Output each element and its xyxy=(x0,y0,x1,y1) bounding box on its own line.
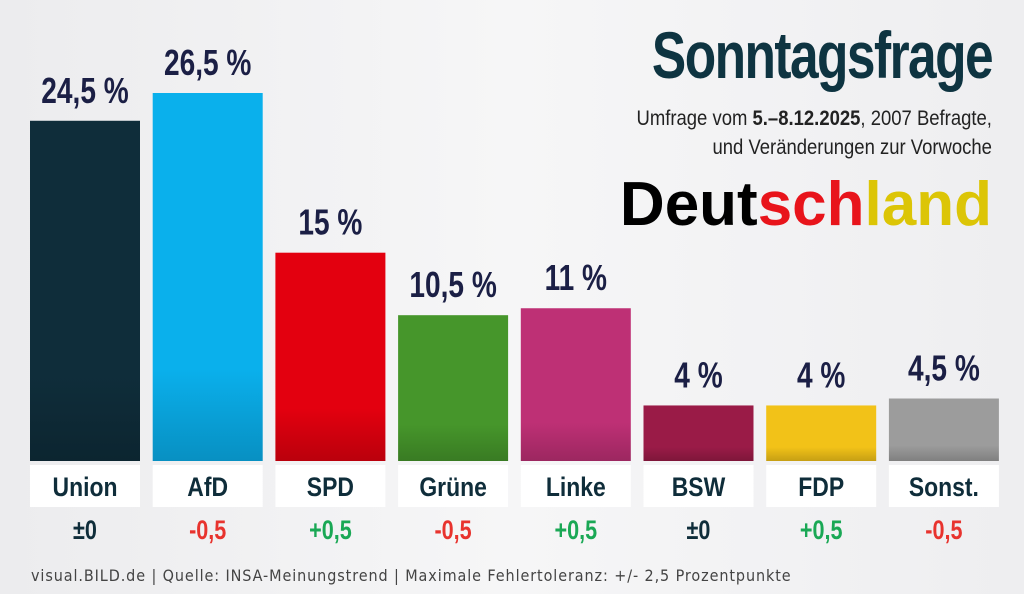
value-label: 4 % xyxy=(797,355,845,395)
category-box xyxy=(152,465,263,507)
change-label: -0,5 xyxy=(189,516,226,546)
source-footer: visual.BILD.de | Quelle: INSA-Meinungstr… xyxy=(31,566,792,585)
value-label: 11 % xyxy=(545,258,607,298)
bar-spd xyxy=(275,252,386,461)
bar-sonst xyxy=(888,398,999,461)
change-label: -0,5 xyxy=(925,516,962,546)
change-label: +0,5 xyxy=(309,516,352,546)
country-part-2: sch xyxy=(757,170,865,239)
chart-title: Sonntagsfrage xyxy=(651,18,994,92)
value-label: 24,5 % xyxy=(41,70,128,110)
category-box xyxy=(398,465,509,507)
bar-linke xyxy=(520,308,631,461)
chart-subtitle: Umfrage vom 5.–8.12.2025, 2007 Befragte,… xyxy=(637,104,992,162)
change-label: ±0 xyxy=(73,516,97,546)
bar-grüne xyxy=(398,315,509,461)
subtitle-line2: und Veränderungen zur Vorwoche xyxy=(712,136,992,159)
change-label: ±0 xyxy=(687,516,711,546)
bar-afd xyxy=(152,93,263,461)
country-part-1: Deut xyxy=(619,170,758,239)
bar-fdp xyxy=(766,405,877,461)
subtitle-dates: 5.–8.12.2025 xyxy=(752,107,861,130)
category-box xyxy=(888,465,999,507)
category-label: Sonst. xyxy=(909,472,979,502)
country-title: Deutschland xyxy=(620,174,992,236)
category-label: BSW xyxy=(672,472,726,502)
value-label: 4,5 % xyxy=(908,348,980,388)
category-box xyxy=(766,465,877,507)
category-label: Union xyxy=(53,472,118,502)
category-box xyxy=(520,465,631,507)
category-box xyxy=(30,465,140,507)
value-label: 15 % xyxy=(298,202,362,242)
change-label: +0,5 xyxy=(554,516,597,546)
category-label: SPD xyxy=(307,472,354,502)
change-label: +0,5 xyxy=(800,516,843,546)
country-part-3: land xyxy=(864,170,992,239)
subtitle-prefix: Umfrage vom xyxy=(636,107,753,130)
value-label: 10,5 % xyxy=(409,265,496,305)
value-label: 26,5 % xyxy=(164,43,251,83)
category-label: AfD xyxy=(187,472,228,502)
category-box xyxy=(643,465,754,507)
category-label: Linke xyxy=(546,472,606,502)
bar-union xyxy=(30,120,140,461)
value-label: 4 % xyxy=(674,355,722,395)
category-label: Grüne xyxy=(419,472,487,502)
subtitle-suffix: , 2007 Befragte, xyxy=(860,107,992,130)
bar-bsw xyxy=(643,405,754,461)
change-label: -0,5 xyxy=(434,516,471,546)
category-label: FDP xyxy=(798,472,844,502)
category-box xyxy=(275,465,386,507)
